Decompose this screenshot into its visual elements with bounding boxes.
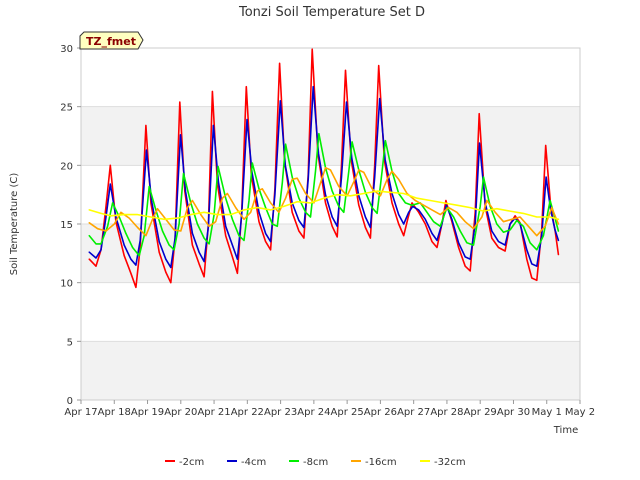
y-tick-label: 25 (60, 103, 73, 114)
x-tick-label: Apr 20 (164, 407, 197, 418)
x-tick-label: Apr 29 (464, 407, 497, 418)
site-badge-label: TZ_fmet (86, 35, 136, 48)
y-tick-label: 15 (60, 220, 73, 231)
plot-band (81, 282, 580, 342)
x-axis-label: Time (553, 425, 578, 436)
x-tick-label: May 2 (565, 407, 595, 418)
x-tick-label: Apr 21 (197, 407, 230, 418)
plot-band (81, 341, 580, 400)
x-tick-label: Apr 18 (98, 407, 131, 418)
x-tick-label: Apr 22 (231, 407, 264, 418)
plot-band (81, 106, 580, 166)
x-tick-label: Apr 23 (264, 407, 297, 418)
series-layer (88, 48, 560, 289)
legend: -2cm -4cm -8cm -16cm -32cm (165, 457, 466, 468)
x-tick-label: Apr 24 (297, 407, 330, 418)
series-line-neg4cm (88, 85, 560, 269)
y-tick-label: 0 (67, 396, 73, 407)
series-line-neg16cm (88, 166, 560, 237)
legend-label: -16cm (365, 457, 397, 468)
y-tick-label: 20 (60, 161, 73, 172)
x-tick-label: Apr 30 (497, 407, 530, 418)
x-tick-label: Apr 27 (397, 407, 430, 418)
y-axis-label: Soil Temperature (C) (9, 173, 20, 276)
plot-band (81, 48, 580, 107)
series-line-neg32cm (88, 190, 560, 221)
legend-label: -8cm (303, 457, 328, 468)
x-tick-label: May 1 (532, 407, 562, 418)
site-badge-box (79, 31, 144, 50)
y-tick-label: 10 (60, 279, 73, 290)
site-badge: TZ_fmet (79, 31, 144, 50)
x-tick-label: Apr 26 (364, 407, 397, 418)
plot-bands (81, 48, 580, 400)
y-axis-ticks: 0 5 10 15 20 25 30 (60, 44, 81, 407)
legend-label: -4cm (241, 457, 266, 468)
x-axis-ticks: Apr 17 Apr 18 Apr 19 Apr 20 Apr 21 Apr 22 Apr … (64, 400, 595, 418)
y-tick-label: 5 (67, 337, 73, 348)
x-tick-label: Apr 25 (331, 407, 364, 418)
series-line-neg8cm (88, 132, 560, 257)
x-tick-label: Apr 28 (430, 407, 463, 418)
x-tick-label: Apr 17 (64, 407, 97, 418)
legend-label: -32cm (434, 457, 466, 468)
legend-label: -2cm (179, 457, 204, 468)
x-tick-label: Apr 19 (131, 407, 164, 418)
chart-title: Tonzi Soil Temperature Set D (238, 5, 425, 20)
plot-band (81, 165, 580, 224)
y-tick-label: 30 (60, 44, 73, 55)
